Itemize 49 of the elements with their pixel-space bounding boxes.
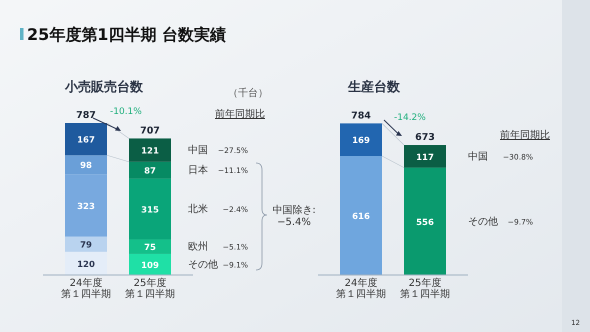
text: 前年同期比 [215, 108, 265, 120]
x-tick-label: 24年度第１四半期 [61, 277, 111, 300]
data-label: 556 [416, 218, 434, 228]
text: （千台） [228, 87, 268, 99]
text: その他 [468, 215, 498, 228]
data-label: 98 [80, 161, 92, 172]
text: 中国除き: −5.4% [272, 204, 316, 228]
bar [340, 123, 382, 156]
text: 前年同期比 [500, 129, 550, 141]
chart-title: 生産台数 [347, 79, 401, 95]
total-label: 787 [76, 110, 96, 121]
chart-title: 小売販売台数 [64, 79, 144, 95]
series-label: 日本 [188, 164, 208, 176]
text: 25年度第1四半期 台数実績 [27, 25, 226, 44]
data-label: 167 [77, 136, 95, 146]
bar [404, 168, 446, 275]
bar [65, 174, 107, 237]
bar [65, 123, 107, 156]
bar [129, 162, 171, 179]
bar [129, 178, 171, 240]
x-tick-label: 25年度第１四半期 [400, 277, 450, 300]
total-label: 673 [415, 132, 435, 144]
data-label: 109 [141, 260, 159, 271]
data-label: 121 [141, 146, 159, 157]
series-label: 中国 [188, 144, 208, 156]
series-label: その他 [188, 258, 218, 270]
bar [340, 156, 382, 275]
data-label: 616 [352, 212, 370, 222]
bar [65, 155, 107, 174]
data-label: 169 [352, 136, 370, 146]
text: -10.1% [110, 107, 142, 117]
total-label: 784 [351, 110, 372, 122]
data-label: 117 [416, 152, 434, 163]
series-label: 欧州 [188, 240, 208, 253]
x-tick-label: 24年度第１四半期 [336, 277, 386, 300]
bar [129, 138, 171, 162]
data-label: 79 [80, 240, 92, 251]
bar [404, 145, 446, 168]
data-label: 87 [144, 166, 156, 177]
data-label: 120 [77, 260, 95, 270]
data-label: 75 [144, 243, 156, 254]
series-label: 北米 [188, 203, 208, 216]
text: 中国 [468, 150, 488, 162]
total-label: 707 [140, 125, 160, 136]
data-label: 323 [77, 202, 95, 212]
bar [129, 239, 171, 254]
x-tick-label: 25年度第１四半期 [125, 277, 175, 300]
text: -14.2% [394, 113, 426, 123]
data-label: 315 [141, 206, 159, 216]
